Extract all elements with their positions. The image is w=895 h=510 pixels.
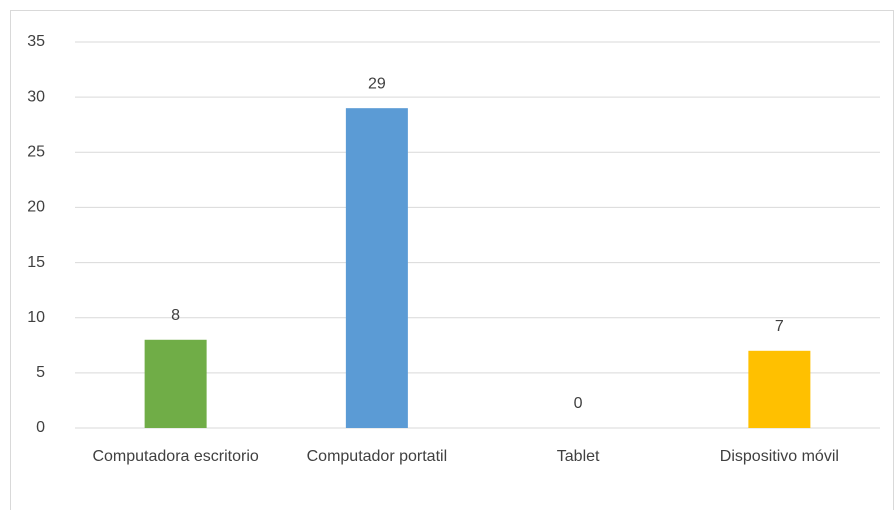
- y-tick-label: 35: [27, 33, 45, 50]
- data-label: 0: [574, 395, 583, 412]
- y-tick-label: 5: [36, 364, 45, 381]
- x-tick-label: Computador portatil: [306, 448, 448, 465]
- data-label: 8: [171, 307, 180, 324]
- bar: [345, 108, 408, 429]
- y-tick-label: 20: [27, 199, 45, 216]
- y-tick-label: 15: [27, 254, 45, 271]
- x-tick-label: Dispositivo móvil: [719, 448, 839, 465]
- bar: [144, 339, 207, 428]
- chart-border: [10, 10, 894, 510]
- data-label: 7: [775, 318, 784, 335]
- x-tick-label: Computadora escritorio: [92, 448, 259, 465]
- data-label: 29: [368, 75, 386, 92]
- y-tick-label: 30: [27, 88, 45, 105]
- y-tick-label: 25: [27, 144, 45, 161]
- y-tick-label: 10: [27, 309, 45, 326]
- bar: [748, 350, 811, 428]
- y-tick-label: 0: [36, 419, 45, 436]
- x-tick-label: Tablet: [556, 448, 600, 465]
